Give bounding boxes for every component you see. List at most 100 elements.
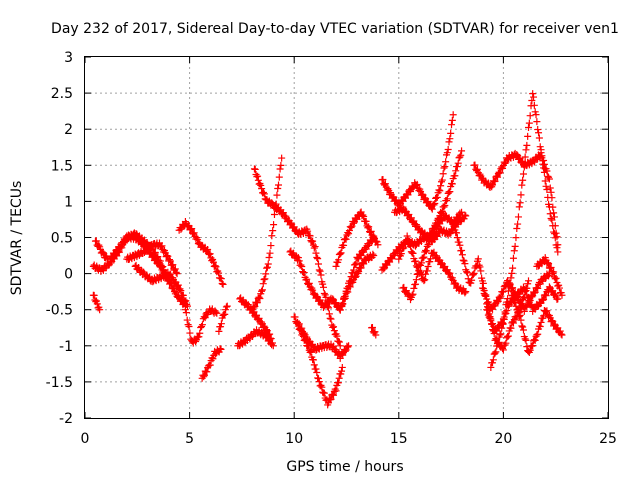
data-point [348, 277, 356, 285]
data-point [494, 170, 502, 178]
data-point [177, 225, 185, 233]
data-point [261, 275, 269, 283]
data-point [399, 244, 407, 252]
data-point [332, 387, 340, 395]
data-point [525, 293, 533, 301]
data-point [268, 232, 276, 240]
data-point [446, 135, 454, 143]
data-point [341, 347, 349, 355]
data-point [397, 250, 405, 258]
data-point [546, 210, 554, 218]
data-point [184, 302, 192, 310]
data-point [539, 160, 547, 168]
data-point [412, 280, 420, 288]
data-point [335, 374, 343, 382]
series-prn-z [449, 219, 533, 354]
data-point [351, 261, 359, 269]
data-point [171, 265, 179, 273]
data-point [395, 255, 403, 263]
data-point [337, 302, 345, 310]
data-point [422, 247, 430, 255]
data-point [440, 203, 448, 211]
data-point [208, 257, 216, 265]
y-tick-label: 0.5 [51, 231, 73, 247]
data-point [489, 181, 497, 189]
data-point [295, 320, 303, 328]
data-point [275, 173, 283, 181]
data-point [456, 241, 464, 249]
data-point [541, 291, 549, 299]
data-point [461, 289, 469, 297]
data-point [338, 367, 346, 375]
tick-layer: 0 5 10 15 20 25 -2 -1.5 -1 -0.5 0 0.5 1 1.5 2 2.5 3 [46, 50, 617, 447]
data-point [413, 270, 421, 278]
data-point [514, 308, 522, 316]
data-point [540, 164, 548, 172]
data-point [530, 336, 538, 344]
data-point [537, 146, 545, 154]
data-point [188, 225, 196, 233]
data-point [217, 320, 225, 328]
data-point [499, 345, 507, 353]
data-point [442, 158, 450, 166]
data-point [491, 177, 499, 185]
data-point [550, 209, 558, 217]
data-point [330, 327, 338, 335]
data-point [341, 294, 349, 302]
data-point [534, 330, 542, 338]
data-point [277, 161, 285, 169]
data-point [260, 190, 268, 198]
data-point [335, 256, 343, 264]
data-point [437, 259, 445, 267]
data-point [112, 246, 120, 254]
data-point [521, 335, 529, 343]
data-point [545, 283, 553, 291]
data-point [95, 241, 103, 249]
data-point [501, 282, 509, 290]
data-point [473, 165, 481, 173]
series-prn-m [248, 154, 286, 314]
data-point [451, 279, 459, 287]
data-point [494, 298, 502, 306]
series-prn-dd [487, 283, 562, 371]
data-point [94, 304, 102, 312]
data-point [551, 234, 559, 242]
data-point [431, 199, 439, 207]
data-point [336, 342, 344, 350]
data-point [170, 284, 178, 292]
data-point [537, 318, 545, 326]
data-point [262, 270, 270, 278]
data-point [299, 268, 307, 276]
series-prn-v [378, 111, 457, 213]
data-point [549, 222, 557, 230]
data-point [552, 274, 560, 282]
data-point [462, 288, 470, 296]
data-point [499, 346, 507, 354]
data-point [358, 212, 366, 220]
data-point [325, 310, 333, 318]
data-point [403, 232, 411, 240]
data-point [548, 216, 556, 224]
data-point [458, 147, 466, 155]
data-point [319, 388, 327, 396]
data-point [497, 330, 505, 338]
data-point [263, 264, 271, 272]
data-point [174, 281, 182, 289]
data-point [499, 164, 507, 172]
data-point [507, 274, 515, 282]
data-point [369, 250, 377, 258]
data-point [182, 309, 190, 317]
data-point [525, 124, 533, 132]
data-point [177, 287, 185, 295]
data-point [357, 264, 365, 272]
data-point [270, 221, 278, 229]
data-point [420, 253, 428, 261]
data-point [371, 328, 379, 336]
data-point [423, 267, 431, 275]
data-point [500, 315, 508, 323]
data-point [452, 167, 460, 175]
data-point [291, 313, 299, 321]
data-point [438, 207, 446, 215]
data-point [550, 320, 558, 328]
data-point [91, 296, 99, 304]
